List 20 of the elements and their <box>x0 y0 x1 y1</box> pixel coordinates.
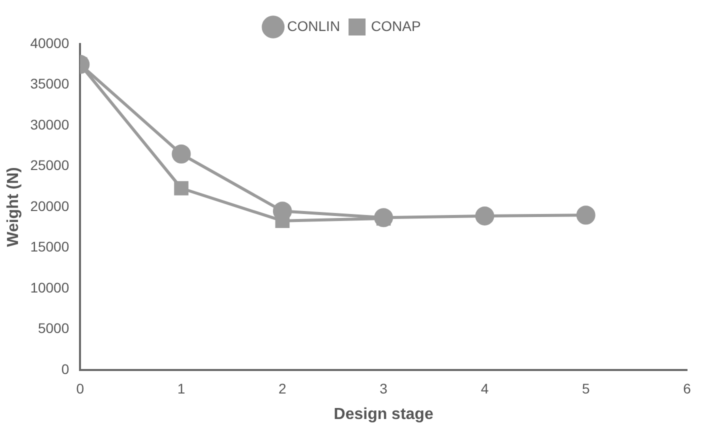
x-tick-label: 5 <box>582 380 590 396</box>
y-tick-label: 0 <box>61 360 70 377</box>
x-tick-label: 4 <box>480 380 489 396</box>
y-tick-label: 30000 <box>30 116 70 132</box>
x-tick-label: 2 <box>278 380 287 396</box>
y-tick-label: 10000 <box>30 279 70 296</box>
y-tick-label: 35000 <box>30 76 70 92</box>
legend-label: CONLIN <box>287 18 340 34</box>
x-axis-title: Design stage <box>334 406 434 423</box>
x-tick-label: 6 <box>683 380 692 396</box>
legend-label: CONAP <box>371 18 421 34</box>
x-tick-label: 3 <box>380 380 388 396</box>
y-tick-label: 5000 <box>38 320 70 336</box>
y-axis-title: Weight (N) <box>5 167 22 247</box>
y-tick-label: 20000 <box>30 198 70 214</box>
y-tick-label: 40000 <box>30 34 70 51</box>
x-tick-label: 1 <box>177 380 186 396</box>
x-tick-label: 0 <box>76 380 84 396</box>
y-tick-label: 15000 <box>30 238 70 255</box>
y-tick-label: 25000 <box>30 157 70 174</box>
